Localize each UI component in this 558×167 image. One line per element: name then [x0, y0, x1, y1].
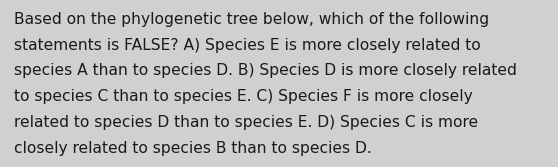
Text: Based on the phylogenetic tree below, which of the following: Based on the phylogenetic tree below, wh… — [14, 12, 489, 27]
Text: species A than to species D. B) Species D is more closely related: species A than to species D. B) Species … — [14, 63, 517, 78]
Text: statements is FALSE? A) Species E is more closely related to: statements is FALSE? A) Species E is mor… — [14, 38, 480, 53]
Text: closely related to species B than to species D.: closely related to species B than to spe… — [14, 141, 372, 156]
Text: to species C than to species E. C) Species F is more closely: to species C than to species E. C) Speci… — [14, 89, 473, 104]
Text: related to species D than to species E. D) Species C is more: related to species D than to species E. … — [14, 115, 478, 130]
